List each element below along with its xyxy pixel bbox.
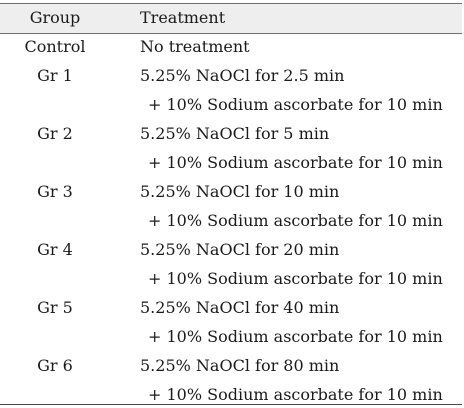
row-gr5-treatment-line1: 5.25% NaOCl for 40 min xyxy=(140,298,340,317)
row-gr4-group: Gr 4 xyxy=(37,240,73,259)
row-gr1-treatment-line1: 5.25% NaOCl for 2.5 min xyxy=(140,66,345,85)
row-gr2-treatment-line1: 5.25% NaOCl for 5 min xyxy=(140,124,330,143)
row-gr3-treatment-line2: + 10% Sodium ascorbate for 10 min xyxy=(148,211,443,230)
table-bottom-rule xyxy=(0,404,462,405)
header-group: Group xyxy=(29,8,81,27)
row-gr2-group: Gr 2 xyxy=(37,124,73,143)
row-gr4-treatment-line2: + 10% Sodium ascorbate for 10 min xyxy=(148,269,443,288)
row-gr1-group: Gr 1 xyxy=(37,66,73,85)
row-control-group: Control xyxy=(24,37,86,56)
row-gr6-group: Gr 6 xyxy=(37,356,73,375)
row-gr6-treatment-line1: 5.25% NaOCl for 80 min xyxy=(140,356,340,375)
table-header xyxy=(0,3,462,34)
row-gr3-treatment-line1: 5.25% NaOCl for 10 min xyxy=(140,182,340,201)
row-gr5-group: Gr 5 xyxy=(37,298,73,317)
row-control-treatment: No treatment xyxy=(140,37,250,56)
row-gr2-treatment-line2: + 10% Sodium ascorbate for 10 min xyxy=(148,153,443,172)
row-gr3-group: Gr 3 xyxy=(37,182,73,201)
row-gr1-treatment-line2: + 10% Sodium ascorbate for 10 min xyxy=(148,95,443,114)
row-gr4-treatment-line1: 5.25% NaOCl for 20 min xyxy=(140,240,340,259)
header-treatment: Treatment xyxy=(140,8,226,27)
row-gr5-treatment-line2: + 10% Sodium ascorbate for 10 min xyxy=(148,327,443,346)
row-gr6-treatment-line2: + 10% Sodium ascorbate for 10 min xyxy=(148,385,443,404)
